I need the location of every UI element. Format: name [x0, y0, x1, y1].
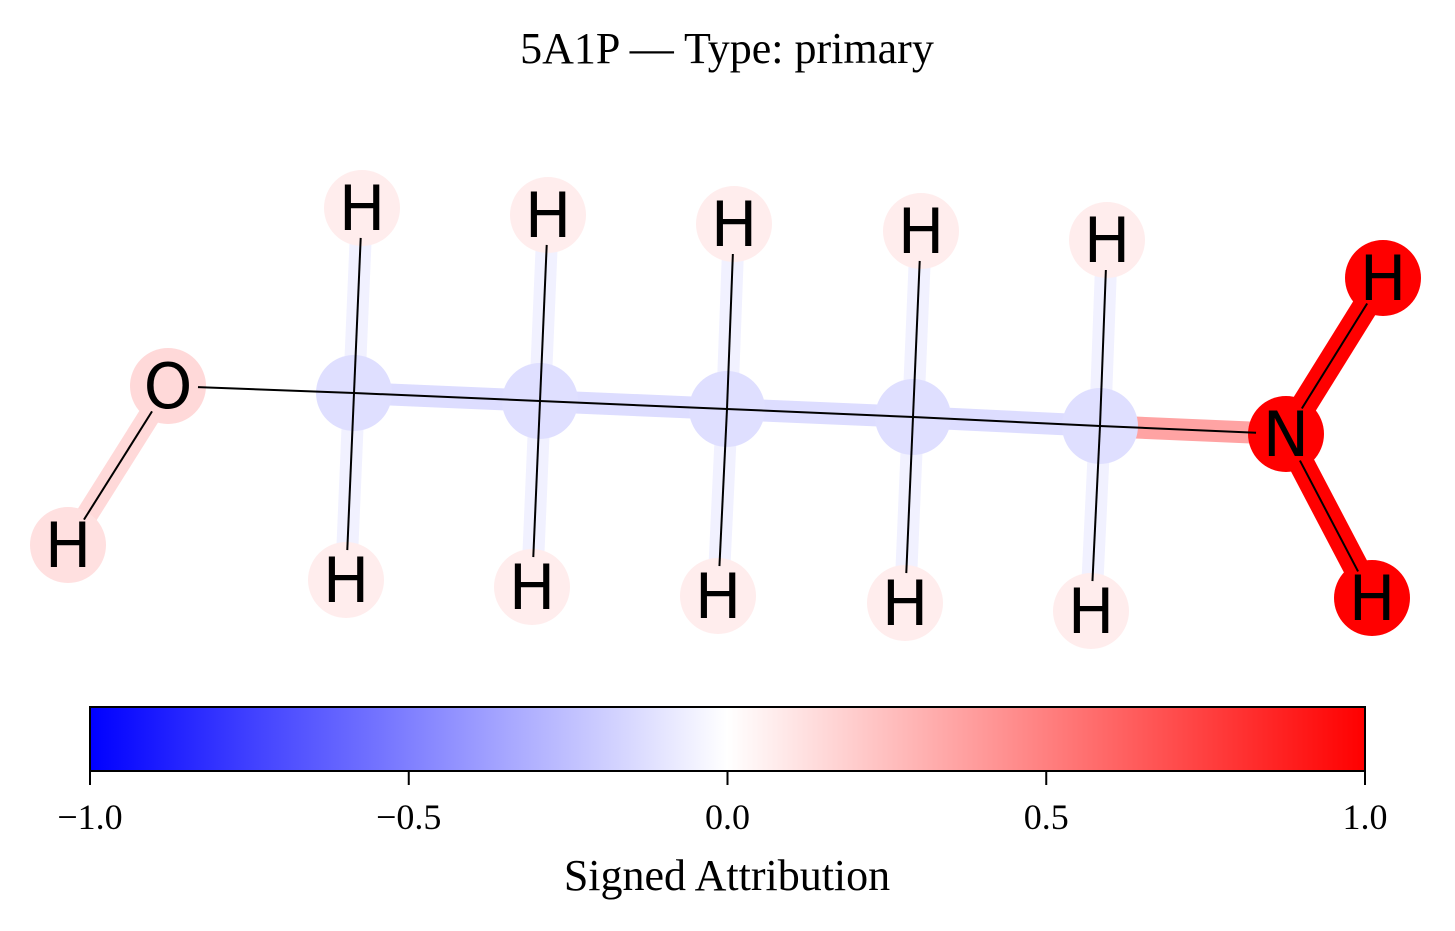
atom-label-n1: N [1263, 398, 1309, 471]
colorbar-label: Signed Attribution [564, 851, 890, 900]
molecule-diagram: H O N H H H H H H H H H H H H [30, 170, 1421, 649]
atom-highlight-n1 [1248, 396, 1324, 472]
atom-highlight-h_n1 [1345, 240, 1421, 316]
bond-o1-c1 [197, 386, 355, 394]
bond-lines [83, 237, 1369, 582]
atom-highlight-h_c3b [680, 558, 756, 634]
bond-n1-h_n1 [1300, 302, 1369, 410]
atom-highlight-h_c2b [494, 549, 570, 625]
bond-c1-h_c1t [353, 237, 362, 394]
atom-label-h_n1: H [1360, 242, 1407, 315]
atom-highlight-h_c1t [324, 170, 400, 246]
bond-c5-h_c5t [1099, 269, 1107, 427]
atom-labels: H O N H H H H H H H H H H H H [45, 172, 1407, 648]
bond-c2-c3 [539, 400, 728, 410]
atom-label-h_o: H [45, 509, 92, 582]
bond-h_o-o1 [83, 410, 153, 521]
colorbar-gradient [89, 706, 1366, 772]
atom-highlight-h_c3t [696, 186, 772, 262]
colorbar: −1.0 −0.5 0.0 0.5 1.0 Signed Attribution [57, 706, 1388, 900]
bond-c5-h_c5b [1091, 425, 1101, 582]
atom-label-h_n2: H [1349, 562, 1396, 635]
atom-label-h_c2b: H [509, 551, 556, 624]
bond-c4-h_c4t [912, 260, 921, 418]
atom-highlight-h_c2t [510, 177, 586, 253]
colorbar-tick-label-3: 0.5 [1024, 797, 1069, 837]
atom-label-h_c5b: H [1068, 575, 1115, 648]
atom-label-h_c5t: H [1084, 204, 1131, 277]
colorbar-ticks: −1.0 −0.5 0.0 0.5 1.0 [57, 771, 1388, 837]
atom-label-h_c1b: H [323, 544, 370, 617]
bond-c2-h_c2b [532, 400, 541, 558]
atom-label-h_c4t: H [898, 195, 945, 268]
colorbar-tick-label-2: 0.0 [705, 797, 750, 837]
figure-title: 5A1P — Type: primary [520, 24, 934, 73]
colorbar-tick-label-0: −1.0 [57, 797, 122, 837]
bond-c3-c4 [726, 408, 914, 418]
atom-highlight-h_n2 [1334, 560, 1410, 636]
atom-highlight-h_c1b [308, 542, 384, 618]
bond-c2-h_c2t [539, 244, 548, 402]
bond-n1-h_n2 [1299, 460, 1359, 572]
colorbar-tick-label-4: 1.0 [1343, 797, 1388, 837]
atom-label-h_c1t: H [339, 172, 386, 245]
atom-label-h_c3b: H [695, 560, 742, 633]
atom-highlight-h_c4b [867, 565, 943, 641]
bond-c4-h_c4b [905, 416, 914, 574]
atom-label-h_c3t: H [711, 188, 758, 261]
bond-c4-c5 [912, 416, 1101, 427]
atom-label-h_c2t: H [525, 179, 572, 252]
colorbar-tick-label-1: −0.5 [376, 797, 441, 837]
atom-highlight-h_c5b [1053, 573, 1129, 649]
bond-c3-h_c3b [718, 408, 728, 567]
atom-highlight-h_c5t [1069, 202, 1145, 278]
atom-highlight-o1 [130, 348, 206, 424]
bond-c1-c2 [353, 392, 541, 402]
atom-highlights [30, 170, 1421, 649]
atom-highlight-h_o [30, 507, 106, 583]
atom-highlight-h_c4t [883, 193, 959, 269]
atom-label-h_c4b: H [882, 567, 929, 640]
bond-c3-h_c3t [726, 253, 734, 410]
bond-c1-h_c1b [346, 392, 355, 551]
bond-c5-n1 [1099, 425, 1257, 434]
atom-label-o1: O [144, 350, 193, 423]
